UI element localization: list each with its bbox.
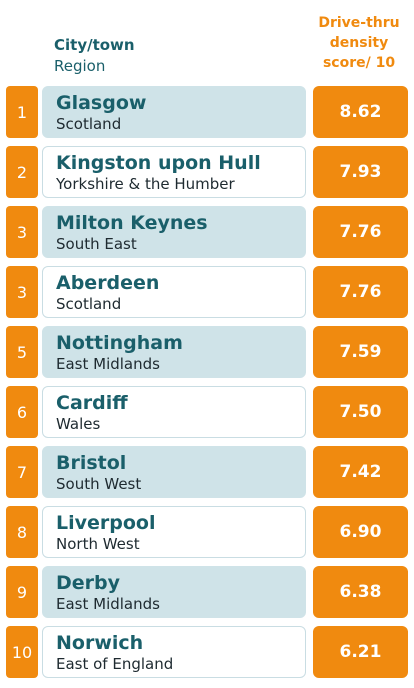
rank-badge: 8 (6, 506, 38, 558)
rank-badge: 6 (6, 386, 38, 438)
city-name: Bristol (56, 452, 127, 474)
city-column-label: City/town (54, 36, 135, 54)
city-name: Liverpool (56, 512, 156, 534)
score-badge: 7.76 (313, 206, 408, 258)
table-row: 1 Glasgow Scotland 8.62 (0, 86, 414, 138)
city-name: Derby (56, 572, 121, 594)
location-cell: Glasgow Scotland (42, 86, 306, 138)
region-name: East Midlands (56, 355, 160, 373)
region-name: North West (56, 535, 140, 553)
rank-badge: 2 (6, 146, 38, 198)
table-row: 2 Kingston upon Hull Yorkshire & the Humbe… (0, 146, 414, 198)
region-name: South East (56, 235, 137, 253)
score-badge: 7.93 (313, 146, 408, 198)
region-name: East of England (56, 655, 174, 673)
region-name: Scotland (56, 115, 122, 133)
table-row: 6 Cardiff Wales 7.50 (0, 386, 414, 438)
location-cell: Nottingham East Midlands (42, 326, 306, 378)
score-badge: 6.90 (313, 506, 408, 558)
location-cell: Norwich East of England (42, 626, 306, 678)
region-name: South West (56, 475, 142, 493)
region-name: Yorkshire & the Humber (56, 175, 235, 193)
city-name: Norwich (56, 632, 144, 654)
table-row: 7 Bristol South West 7.42 (0, 446, 414, 498)
rank-badge: 9 (6, 566, 38, 618)
city-name: Milton Keynes (56, 212, 208, 234)
table-row: 3 Aberdeen Scotland 7.76 (0, 266, 414, 318)
table-row: 10 Norwich East of England 6.21 (0, 626, 414, 678)
rank-badge: 3 (6, 206, 38, 258)
rank-badge: 10 (6, 626, 38, 678)
city-name: Aberdeen (56, 272, 160, 294)
region-name: Scotland (56, 295, 122, 313)
rank-badge: 1 (6, 86, 38, 138)
table-row: 8 Liverpool North West 6.90 (0, 506, 414, 558)
location-cell: Liverpool North West (42, 506, 306, 558)
location-cell: Bristol South West (42, 446, 306, 498)
score-column-label: Drive-thru density score/ 10 (306, 13, 412, 73)
rank-badge: 3 (6, 266, 38, 318)
score-badge: 6.38 (313, 566, 408, 618)
column-label: City/town Region (54, 35, 135, 77)
score-badge: 7.42 (313, 446, 408, 498)
rank-badge: 7 (6, 446, 38, 498)
region-name: Wales (56, 415, 101, 433)
region-column-label: Region (54, 57, 106, 75)
score-badge: 7.76 (313, 266, 408, 318)
score-label-line: density (329, 35, 389, 51)
location-cell: Aberdeen Scotland (42, 266, 306, 318)
city-name: Cardiff (56, 392, 128, 414)
location-cell: Kingston upon Hull Yorkshire & the Humber (42, 146, 306, 198)
table-row: 9 Derby East Midlands 6.38 (0, 566, 414, 618)
city-name: Kingston upon Hull (56, 152, 261, 174)
score-label-line: score/ 10 (322, 55, 396, 71)
score-label-line: Drive-thru (318, 15, 400, 31)
score-badge: 7.59 (313, 326, 408, 378)
city-name: Glasgow (56, 92, 147, 114)
location-cell: Milton Keynes South East (42, 206, 306, 258)
score-badge: 6.21 (313, 626, 408, 678)
table-row: 5 Nottingham East Midlands 7.59 (0, 326, 414, 378)
table-header: City/town Region Drive-thru density scor… (0, 0, 414, 84)
location-cell: Cardiff Wales (42, 386, 306, 438)
score-badge: 7.50 (313, 386, 408, 438)
rank-badge: 5 (6, 326, 38, 378)
city-name: Nottingham (56, 332, 183, 354)
location-cell: Derby East Midlands (42, 566, 306, 618)
table-row: 3 Milton Keynes South East 7.76 (0, 206, 414, 258)
score-badge: 8.62 (313, 86, 408, 138)
region-name: East Midlands (56, 595, 160, 613)
